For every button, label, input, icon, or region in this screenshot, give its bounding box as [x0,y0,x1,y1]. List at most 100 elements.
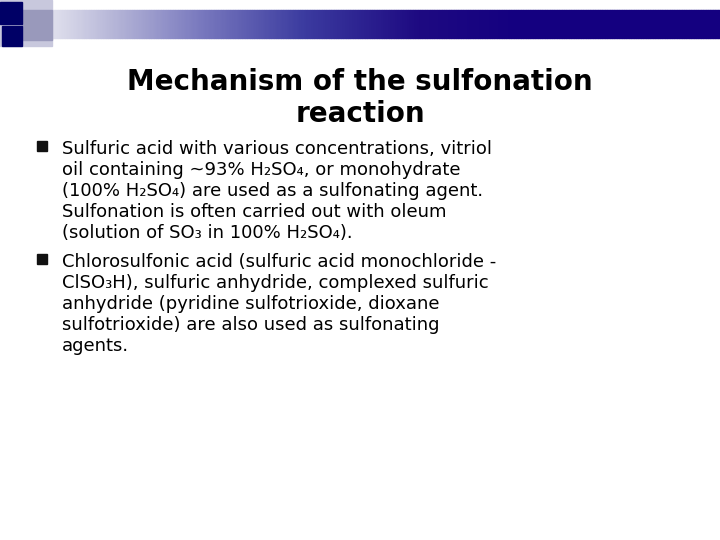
Bar [48,10,50,38]
Bar [425,10,427,38]
Bar [353,10,355,38]
Bar [624,10,626,38]
Bar [619,10,621,38]
Bar [499,10,502,38]
Bar [0,10,2,38]
Bar [293,10,295,38]
Bar [204,10,207,38]
Bar [367,10,369,38]
Bar [605,10,607,38]
Bar [182,10,185,38]
Bar [132,10,135,38]
Bar [696,10,698,38]
Bar [22,10,52,40]
Bar [466,10,468,38]
Bar [36,10,38,38]
Bar [557,10,559,38]
Bar [468,10,470,38]
Bar [516,10,518,38]
Bar [125,10,127,38]
Bar [338,10,341,38]
Bar [192,10,194,38]
Bar [346,10,348,38]
Bar [571,10,574,38]
Bar [718,10,720,38]
Text: sulfotrioxide) are also used as sulfonating: sulfotrioxide) are also used as sulfonat… [62,316,439,334]
Bar [394,10,396,38]
Bar [391,10,394,38]
Bar [22,10,24,38]
Bar [113,10,115,38]
Text: (solution of SO₃ in 100% H₂SO₄).: (solution of SO₃ in 100% H₂SO₄). [62,224,353,242]
Bar [490,10,492,38]
Bar [420,10,423,38]
Bar [569,10,571,38]
Bar [456,10,459,38]
Bar [331,10,333,38]
Bar [317,10,319,38]
Bar [706,10,708,38]
Bar [14,10,17,38]
Bar [163,10,166,38]
Bar [459,10,461,38]
Bar [526,10,528,38]
Bar [252,10,254,38]
Bar [221,10,223,38]
Bar [379,10,382,38]
Text: oil containing ~93% H₂SO₄, or monohydrate: oil containing ~93% H₂SO₄, or monohydrat… [62,161,461,179]
Text: Sulfonation is often carried out with oleum: Sulfonation is often carried out with ol… [62,203,446,221]
Bar [41,10,43,38]
Bar [235,10,238,38]
Bar [547,10,549,38]
Bar [713,10,715,38]
Bar [240,10,243,38]
Bar [533,10,535,38]
Bar [607,10,610,38]
Bar [266,10,269,38]
Bar [691,10,693,38]
Bar [665,10,667,38]
Bar [250,10,252,38]
Bar [101,10,103,38]
Bar [641,10,643,38]
Bar [63,10,65,38]
Bar [326,10,329,38]
Bar [65,10,67,38]
Bar [542,10,545,38]
Bar [348,10,351,38]
Bar [711,10,713,38]
Bar [225,10,228,38]
Bar [660,10,662,38]
Bar [384,10,387,38]
Bar [77,10,79,38]
Bar [99,10,101,38]
Bar [552,10,554,38]
Bar [122,10,125,38]
Bar [117,10,120,38]
Bar [588,10,590,38]
Bar [58,10,60,38]
Bar [559,10,562,38]
Bar [271,10,274,38]
Bar [509,10,511,38]
Bar [693,10,696,38]
Bar [223,10,225,38]
Text: Chlorosulfonic acid (sulfuric acid monochloride -: Chlorosulfonic acid (sulfuric acid monoc… [62,253,496,271]
Bar [528,10,531,38]
Bar [38,10,41,38]
Bar [324,10,326,38]
Bar [67,10,70,38]
Bar [504,10,506,38]
Bar [178,10,180,38]
Bar [329,10,331,38]
Bar [230,10,233,38]
Bar [432,10,434,38]
Bar [497,10,499,38]
Bar [281,10,283,38]
Bar [574,10,576,38]
Bar [554,10,557,38]
Bar [24,10,27,38]
Bar [487,10,490,38]
Bar [492,10,495,38]
Bar [27,10,29,38]
